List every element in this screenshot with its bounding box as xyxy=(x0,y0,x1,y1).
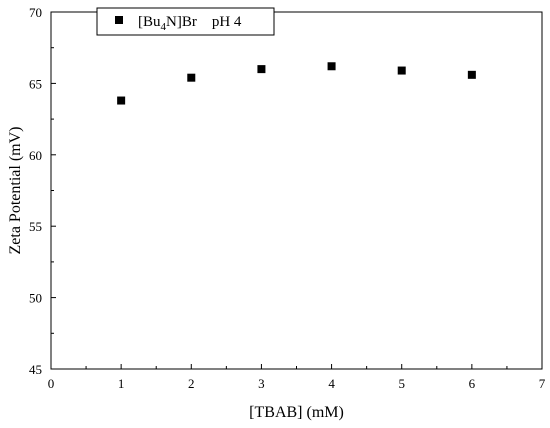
x-tick-label: 6 xyxy=(469,376,476,391)
y-tick-label: 65 xyxy=(29,76,42,91)
legend-entry-label: [Bu4N]Br pH 4 xyxy=(138,14,242,33)
data-points xyxy=(117,62,476,105)
y-tick-label: 60 xyxy=(29,148,42,163)
data-point xyxy=(397,66,406,75)
data-point xyxy=(467,70,476,79)
legend: [Bu4N]Br pH 4 xyxy=(96,7,275,36)
legend-box xyxy=(96,7,275,36)
x-tick-label: 0 xyxy=(48,376,55,391)
data-point xyxy=(327,62,336,71)
x-axis-label: [TBAB] (mM) xyxy=(249,404,344,421)
y-tick-label: 45 xyxy=(29,362,42,377)
data-point xyxy=(257,65,266,74)
y-tick-label: 55 xyxy=(29,219,42,234)
x-tick-label: 4 xyxy=(328,376,335,391)
plot-frame xyxy=(50,11,543,370)
y-axis-ticks: 45 50 55 60 65 70 xyxy=(29,5,56,377)
x-tick-label: 1 xyxy=(118,376,125,391)
data-point xyxy=(187,73,196,82)
legend-label-prefix: [Bu xyxy=(138,14,161,30)
x-tick-label: 2 xyxy=(188,376,195,391)
plot-area xyxy=(50,11,543,370)
x-tick-label: 7 xyxy=(539,376,546,391)
x-tick-label: 5 xyxy=(398,376,405,391)
legend-label-subscript: 4 xyxy=(161,21,167,33)
y-tick-label: 50 xyxy=(29,291,42,306)
y-tick-label: 70 xyxy=(29,5,42,20)
x-tick-label: 3 xyxy=(258,376,265,391)
data-point xyxy=(117,96,126,105)
y-axis-label: Zeta Potential (mV) xyxy=(7,127,24,255)
x-axis-ticks: 0 1 2 3 4 5 6 7 xyxy=(48,364,546,391)
legend-marker-square xyxy=(115,16,123,24)
legend-label-suffix: N]Br pH 4 xyxy=(166,14,242,30)
